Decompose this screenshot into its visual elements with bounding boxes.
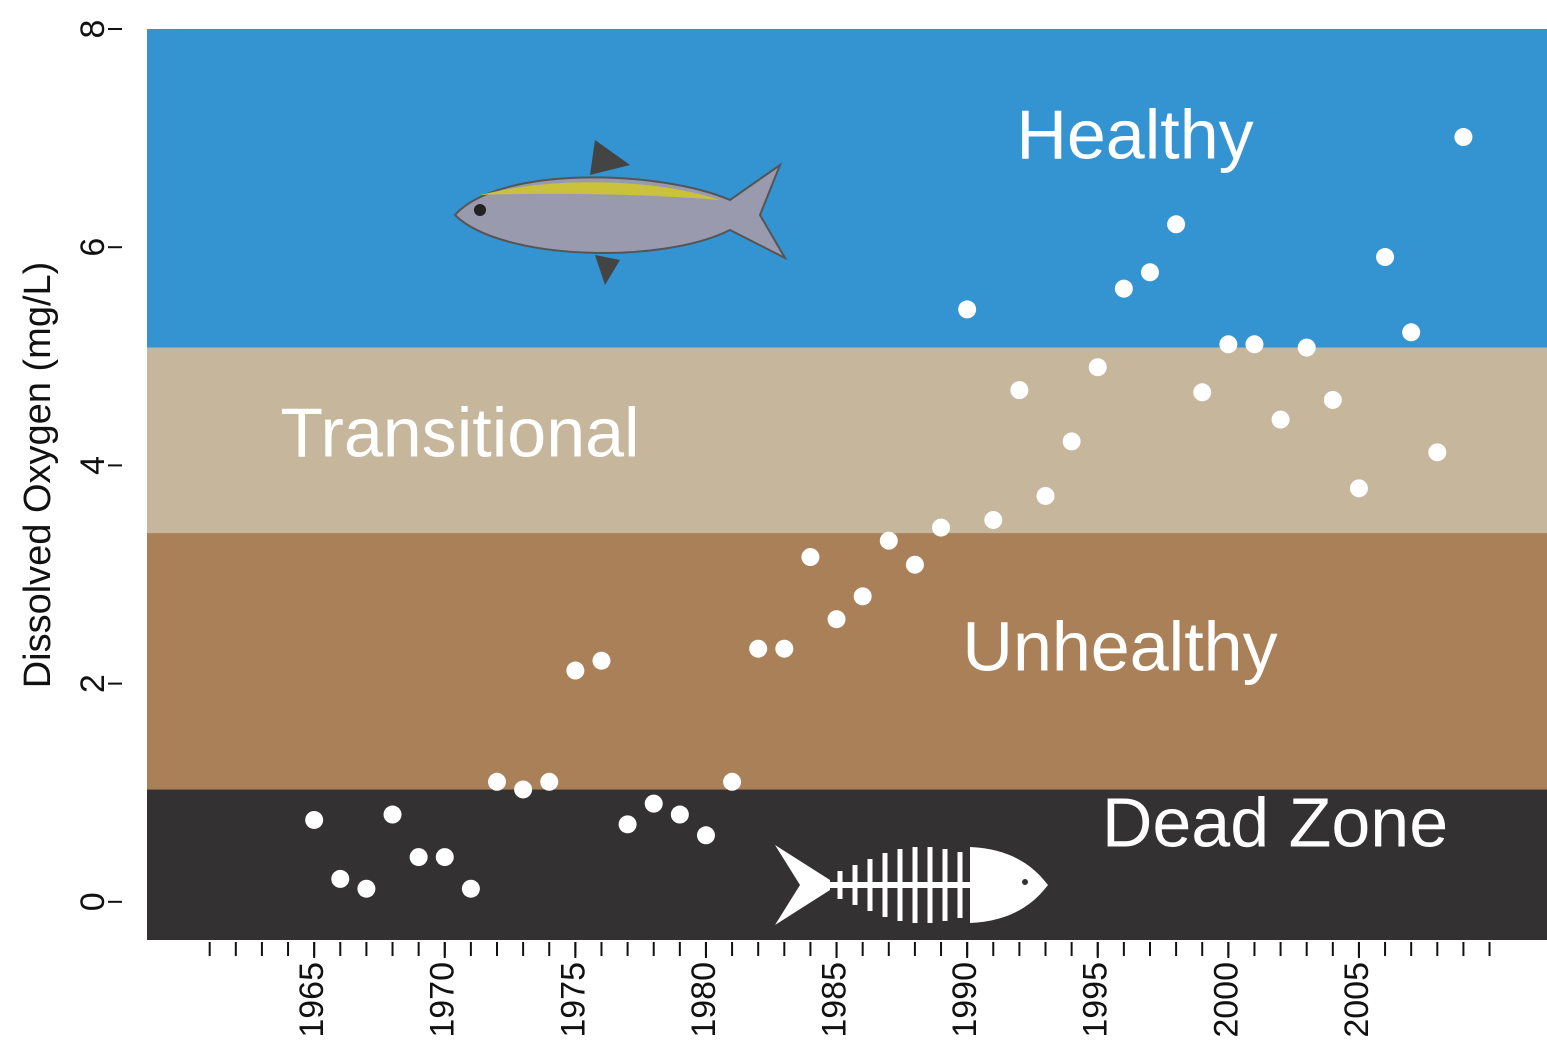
y-tick-label: 6 <box>74 238 112 257</box>
point <box>1010 381 1029 400</box>
point <box>305 810 324 829</box>
point <box>1088 358 1107 377</box>
point <box>592 651 611 670</box>
point <box>1428 443 1447 462</box>
x-tick-label: 1965 <box>293 962 331 1038</box>
point <box>488 772 506 791</box>
point <box>801 548 820 567</box>
point <box>1323 390 1342 409</box>
point <box>879 531 898 550</box>
point <box>775 639 794 658</box>
point <box>984 510 1003 529</box>
fish-skeleton-icon <box>775 845 1048 925</box>
point <box>644 794 663 813</box>
point <box>1376 248 1395 267</box>
fish-icon <box>453 140 788 285</box>
point <box>1140 263 1159 282</box>
point <box>1271 410 1290 429</box>
y-tick-label: 8 <box>74 20 112 39</box>
x-tick-label: 1975 <box>554 962 592 1038</box>
band-label: Dead Zone <box>1102 783 1448 861</box>
x-tick-label: 1980 <box>685 962 723 1038</box>
point <box>461 879 480 898</box>
point <box>331 869 350 888</box>
point <box>409 848 428 867</box>
band-label: Healthy <box>1016 95 1253 173</box>
y-axis-title: Dissolved Oxygen (mg/L) <box>17 262 59 689</box>
band <box>147 533 1547 790</box>
y-tick-label: 4 <box>74 456 112 475</box>
point <box>1167 215 1186 234</box>
point <box>1193 383 1212 402</box>
point <box>723 772 742 791</box>
x-tick-label: 1970 <box>424 962 462 1038</box>
point <box>1062 432 1081 451</box>
point <box>670 805 689 824</box>
point <box>383 805 402 824</box>
x-tick-label: 2005 <box>1338 962 1376 1038</box>
point <box>932 518 951 537</box>
point <box>905 555 924 574</box>
band <box>147 347 1547 534</box>
point <box>566 661 585 680</box>
point <box>540 772 559 791</box>
point <box>514 780 533 799</box>
band <box>147 789 1547 940</box>
point <box>435 848 454 867</box>
point <box>1219 335 1238 354</box>
point <box>827 610 846 629</box>
point <box>749 639 768 658</box>
point <box>1454 128 1473 147</box>
point <box>618 815 637 834</box>
point <box>1114 279 1133 298</box>
band-label: Transitional <box>280 393 639 471</box>
x-tick-label: 2000 <box>1207 962 1245 1038</box>
y-tick-label: 2 <box>74 674 112 693</box>
x-tick-label: 1985 <box>816 962 854 1038</box>
x-tick-label: 1990 <box>946 962 984 1038</box>
bands <box>147 29 1547 940</box>
point <box>1245 335 1264 354</box>
point <box>1036 486 1055 505</box>
point <box>357 879 376 898</box>
point <box>853 587 872 606</box>
band-label: Unhealthy <box>962 607 1277 685</box>
x-tick-label: 1995 <box>1077 962 1115 1038</box>
point <box>958 300 977 319</box>
point <box>1349 479 1368 498</box>
band <box>147 29 1547 348</box>
point <box>696 826 715 845</box>
point <box>1297 338 1316 357</box>
point <box>1402 323 1421 342</box>
y-tick-label: 0 <box>74 892 112 911</box>
